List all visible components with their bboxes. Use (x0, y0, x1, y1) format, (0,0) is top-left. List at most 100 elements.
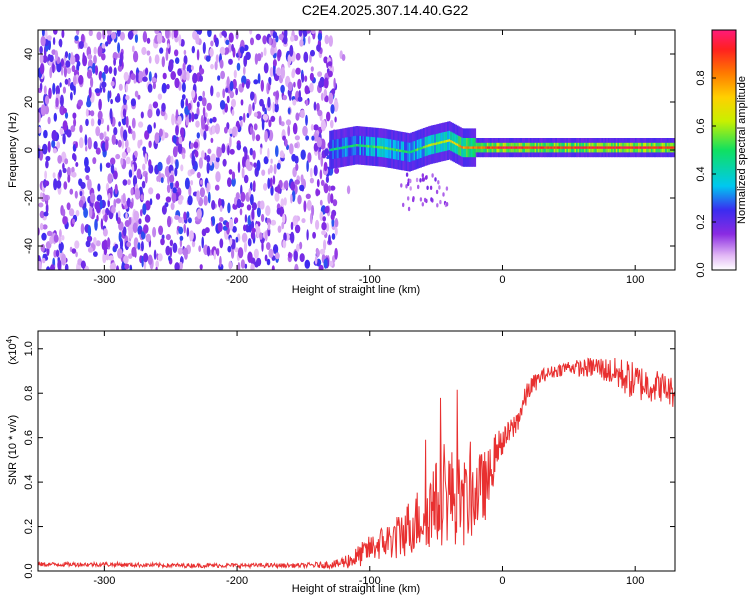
signal-core (550, 146, 553, 149)
noise-cell (231, 171, 236, 180)
signal-core (558, 146, 561, 149)
signal-core (469, 146, 472, 149)
noise-cell (39, 53, 44, 65)
spectrogram-xtick-label: 100 (626, 274, 644, 286)
noise-cell (267, 83, 271, 91)
noise-cell (252, 102, 255, 112)
signal-core (429, 143, 432, 147)
signal-core (402, 150, 405, 153)
signal-core (346, 145, 349, 148)
noise-cell (253, 112, 258, 118)
noise-cell (324, 34, 330, 45)
signal-core (389, 147, 392, 151)
noise-cell (138, 218, 142, 225)
noise-cell (268, 76, 272, 84)
noise-cell (172, 242, 178, 253)
noise-cell (53, 30, 58, 35)
signal-core (670, 146, 672, 149)
noise-cell (149, 198, 153, 206)
noise-cell (40, 104, 47, 117)
noise-cell (241, 82, 245, 88)
noise-cell (70, 55, 76, 65)
noise-cell (152, 101, 159, 109)
noise-cell (323, 77, 329, 89)
noise-cell (299, 184, 305, 192)
noise-cell (180, 127, 185, 137)
noise-cell (294, 142, 298, 149)
spectrogram-xlabel: Height of straight line (km) (292, 284, 420, 296)
noise-cell (142, 163, 146, 171)
noise-cell (88, 87, 92, 99)
noise-cell (244, 263, 248, 269)
stray-cell (407, 181, 410, 187)
noise-cell (246, 204, 252, 211)
noise-cell (39, 222, 44, 231)
noise-cell (246, 112, 250, 118)
noise-cell (125, 212, 128, 220)
signal-core (660, 146, 663, 149)
noise-cell (278, 115, 282, 126)
noise-cell (166, 184, 171, 194)
signal-core (480, 146, 483, 149)
spectrogram-cells (38, 30, 675, 270)
signal-core (614, 146, 617, 149)
signal-core (569, 146, 572, 149)
noise-cell (330, 193, 334, 204)
snr-frame (37, 330, 676, 572)
noise-cell (118, 231, 122, 243)
noise-cell (95, 201, 101, 214)
noise-cell (95, 126, 101, 137)
signal-core (421, 146, 424, 149)
noise-cell (219, 238, 224, 249)
signal-core (547, 146, 550, 149)
noise-cell (226, 95, 230, 104)
noise-cell (100, 218, 104, 230)
colorbar-label: Normalized spectral amplitude (736, 76, 748, 224)
noise-cell (190, 142, 194, 149)
noise-cell (52, 172, 56, 179)
noise-cell (282, 135, 286, 141)
noise-cell (283, 35, 288, 45)
noise-cell (56, 60, 62, 73)
noise-cell (72, 218, 76, 225)
noise-cell (241, 232, 248, 243)
noise-cell (108, 192, 111, 202)
noise-cell (117, 64, 123, 72)
noise-cell (255, 33, 261, 41)
noise-cell (194, 150, 199, 158)
noise-cell (211, 216, 216, 226)
noise-cell (273, 163, 277, 175)
noise-cell (140, 194, 144, 201)
signal-core (531, 146, 534, 149)
noise-cell (310, 66, 314, 72)
signal-core (564, 146, 567, 149)
signal-core (369, 145, 371, 148)
noise-cell (290, 221, 294, 231)
noise-cell (205, 55, 211, 62)
colorbar-gradient (711, 29, 737, 271)
stray-cell (405, 184, 408, 189)
noise-cell (293, 215, 298, 222)
noise-cell (73, 84, 76, 96)
signal-core (563, 146, 566, 149)
signal-core (590, 146, 593, 149)
noise-cell (209, 118, 213, 124)
signal-core (397, 149, 400, 152)
noise-cell (173, 30, 178, 39)
noise-cell (128, 227, 134, 239)
noise-cell (174, 49, 179, 57)
noise-cell (39, 210, 45, 219)
noise-cell (161, 102, 166, 112)
noise-cell (214, 61, 218, 71)
spectrogram-ytick-label: 0 (23, 147, 35, 153)
noise-cell (178, 136, 183, 145)
snr-x-ticks: -300 -200 -100 0 100 (93, 331, 644, 587)
signal-core (396, 148, 398, 152)
noise-cell (313, 101, 317, 111)
noise-cell (272, 31, 278, 38)
noise-cell (331, 233, 336, 240)
stray-cell (407, 196, 410, 201)
signal-core (662, 146, 664, 149)
noise-cell (182, 62, 186, 71)
noise-cell (314, 255, 318, 265)
